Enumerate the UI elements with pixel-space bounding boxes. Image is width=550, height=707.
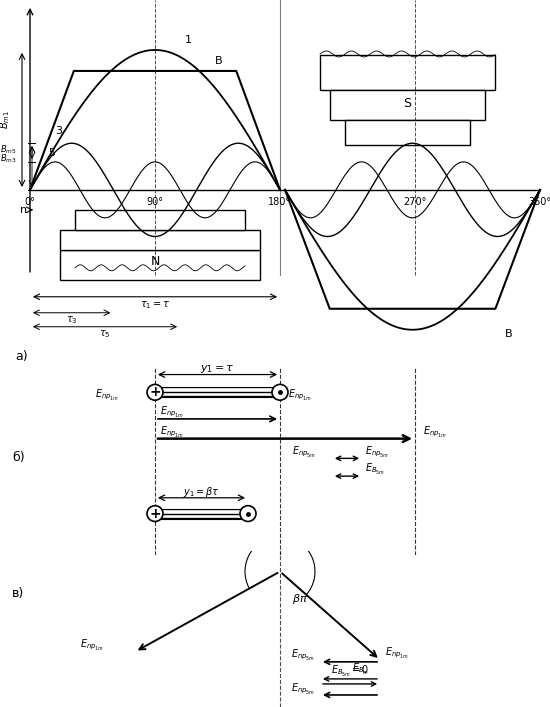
Text: $\tau_5$: $\tau_5$ — [99, 328, 111, 339]
Bar — [345, 120, 470, 145]
Text: 3: 3 — [55, 126, 62, 136]
Text: $E_{np_{1m}}$: $E_{np_{1m}}$ — [385, 645, 409, 660]
Text: 90°: 90° — [146, 197, 163, 207]
Text: $E_{np_{1m}}$: $E_{np_{1m}}$ — [288, 387, 312, 402]
Text: $B_{m5}$: $B_{m5}$ — [0, 144, 16, 156]
Text: N: N — [150, 255, 159, 268]
Text: S: S — [403, 97, 411, 110]
Text: $\tau_3$: $\tau_3$ — [66, 314, 78, 325]
Text: $E_{B_{5m}}=0$: $E_{B_{5m}}=0$ — [331, 664, 369, 679]
Text: 180°: 180° — [268, 197, 292, 207]
Bar — [320, 55, 495, 90]
Text: B: B — [215, 56, 223, 66]
Bar — [75, 210, 245, 230]
Text: $E_{np_{1m}}$: $E_{np_{1m}}$ — [95, 387, 119, 402]
Text: 5: 5 — [48, 148, 55, 158]
Text: 360°: 360° — [529, 197, 550, 207]
Text: 0°: 0° — [25, 197, 35, 207]
Bar — [330, 90, 485, 120]
Text: а): а) — [15, 350, 28, 363]
Text: $E_{np_{1m}}$: $E_{np_{1m}}$ — [80, 637, 104, 652]
Text: б): б) — [12, 451, 25, 464]
Text: $E_{np_{5m}}$: $E_{np_{5m}}$ — [365, 445, 389, 460]
Text: $E_{np_{1m}}$: $E_{np_{1m}}$ — [160, 404, 184, 419]
Circle shape — [147, 506, 163, 522]
Text: $\beta\pi$: $\beta\pi$ — [292, 592, 308, 606]
Text: $y_1=\beta\tau$: $y_1=\beta\tau$ — [183, 485, 220, 499]
Circle shape — [240, 506, 256, 522]
Text: +: + — [149, 507, 161, 520]
Text: +: + — [149, 385, 161, 399]
Text: B: B — [505, 329, 513, 339]
Text: n: n — [20, 205, 27, 215]
Text: $\tau_1=\tau$: $\tau_1=\tau$ — [140, 299, 170, 310]
Circle shape — [147, 385, 163, 400]
Text: $B_{m1}$: $B_{m1}$ — [0, 110, 12, 129]
Text: $E_{B_{5m}}$: $E_{B_{5m}}$ — [365, 462, 385, 477]
Bar — [60, 230, 260, 250]
Text: $B_{m3}$: $B_{m3}$ — [0, 153, 16, 165]
Circle shape — [272, 385, 288, 400]
Text: $E_{np_{5m}}$: $E_{np_{5m}}$ — [292, 445, 316, 460]
Text: $E_{np_{5m}}$: $E_{np_{5m}}$ — [291, 681, 315, 696]
Bar — [60, 250, 260, 280]
Text: 1: 1 — [185, 35, 192, 45]
Text: $E_{np_{1m}}$: $E_{np_{1m}}$ — [423, 424, 447, 439]
Text: $E_{np_{1m}}$: $E_{np_{1m}}$ — [160, 424, 184, 439]
Text: $y_1=\tau$: $y_1=\tau$ — [200, 363, 235, 375]
Text: 270°: 270° — [403, 197, 427, 207]
Text: в): в) — [12, 587, 24, 600]
Text: $E_{np_{5m}}$: $E_{np_{5m}}$ — [291, 647, 315, 662]
Text: $E_{B_m}$: $E_{B_m}$ — [352, 662, 369, 677]
